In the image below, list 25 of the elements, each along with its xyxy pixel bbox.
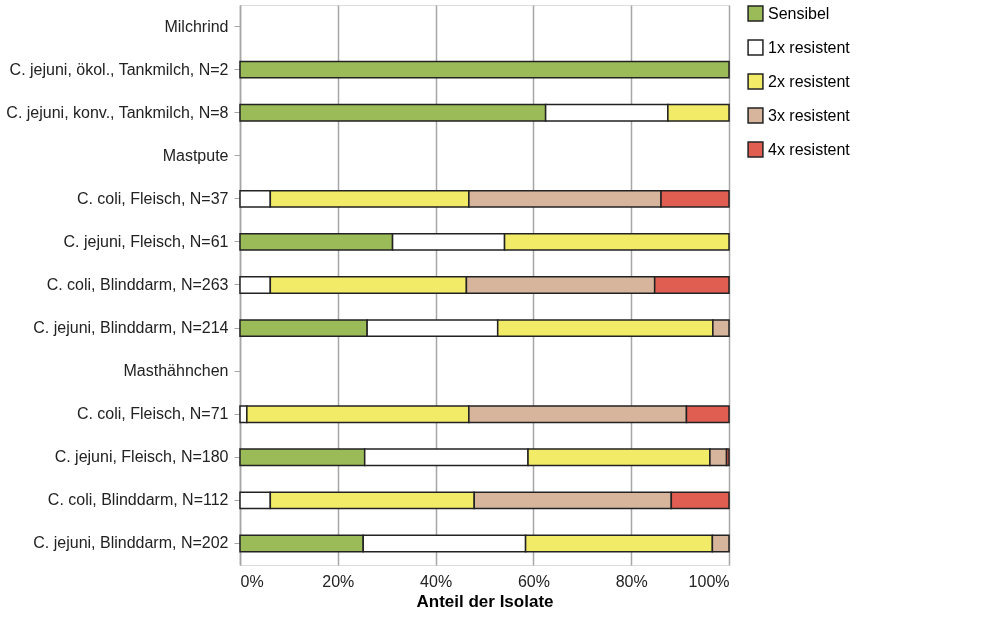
y-tick-label: C. jejuni, konv., Tankmilch, N=8 (6, 103, 229, 121)
x-tick-label: 0% (240, 572, 264, 590)
legend-label: Sensibel (768, 4, 830, 22)
legend-label: 2x resistent (768, 72, 851, 90)
y-tick-label: C. jejuni, ökol., Tankmilch, N=2 (9, 60, 229, 78)
y-tick-label: C. coli, Blinddarm, N=263 (46, 276, 229, 293)
y-tick-label: C. coli, Fleisch, N=71 (76, 405, 229, 423)
y-tick-label: C. jejuni, Blinddarm, N=214 (33, 319, 229, 337)
legend-label: 1x resistent (768, 38, 851, 56)
x-axis-title: Anteil der Isolate (416, 591, 554, 611)
legend-label: 3x resistent (768, 106, 851, 124)
x-tick-label: 80% (615, 572, 648, 590)
y-tick-label: Mastpute (162, 146, 229, 164)
y-tick-label: C. coli, Blinddarm, N=112 (47, 491, 229, 509)
legend-label: 4x resistent (768, 140, 851, 158)
y-tick-label: Masthähnchen (123, 362, 229, 380)
y-tick-label: C. jejuni, Blinddarm, N=202 (33, 534, 229, 552)
x-tick-label: 40% (420, 572, 453, 590)
x-tick-label: 100% (688, 572, 730, 590)
y-tick-label: C. jejuni, Fleisch, N=61 (63, 232, 229, 250)
x-tick-label: 60% (517, 572, 550, 590)
x-tick-label: 20% (322, 572, 355, 590)
y-tick-label: C. jejuni, Fleisch, N=180 (54, 448, 229, 466)
y-tick-label: Milchrind (164, 17, 229, 35)
y-tick-label: C. coli, Fleisch, N=37 (76, 189, 229, 207)
